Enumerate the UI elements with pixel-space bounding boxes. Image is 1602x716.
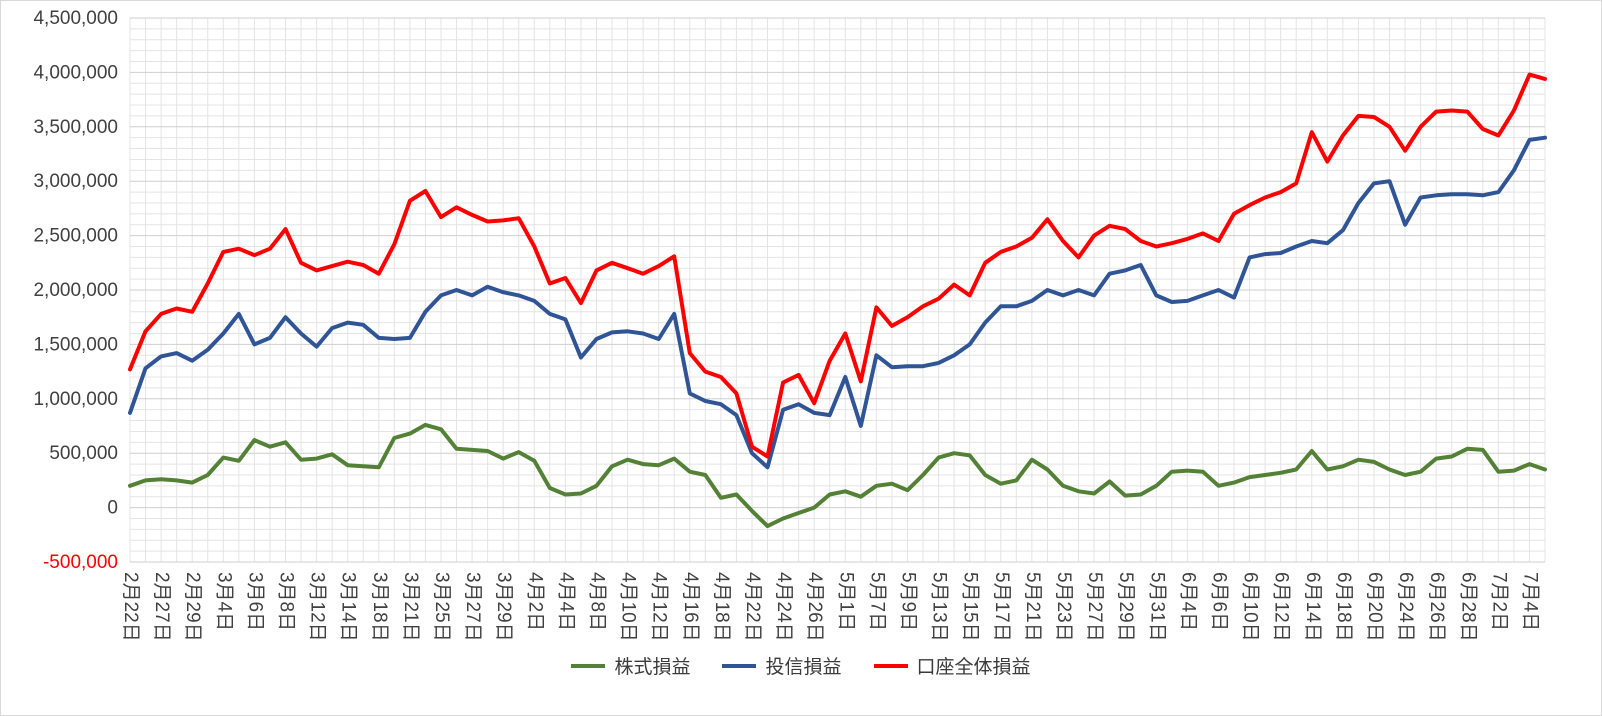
svg-text:6月14日: 6月14日 [1302,572,1323,642]
svg-text:3月12日: 3月12日 [307,572,328,642]
svg-text:3月27日: 3月27日 [462,572,483,642]
svg-text:4月8日: 4月8日 [586,572,607,631]
svg-text:3月29日: 3月29日 [493,572,514,642]
svg-text:5月7日: 5月7日 [866,572,887,631]
svg-text:5月17日: 5月17日 [991,572,1012,642]
svg-text:5月1日: 5月1日 [835,572,856,631]
svg-text:4,500,000: 4,500,000 [33,8,118,29]
svg-text:0: 0 [107,498,118,519]
x-axis-labels: 2月22日 2月27日 2月29日 3月4日 3月6日 3月8日 3月12日 3月14日 3月1… [120,572,1540,642]
svg-text:2月22日: 2月22日 [120,572,141,642]
svg-text:4月10日: 4月10日 [618,572,639,642]
svg-text:6月28日: 6月28日 [1457,572,1478,642]
svg-text:5月29日: 5月29日 [1115,572,1136,642]
series-line-0[interactable] [128,422,1547,529]
svg-text:5月13日: 5月13日 [929,572,950,642]
svg-text:3,000,000: 3,000,000 [33,171,118,192]
svg-text:4月4日: 4月4日 [555,572,576,631]
svg-text:2,500,000: 2,500,000 [33,226,118,247]
svg-text:6月20日: 6月20日 [1364,572,1385,642]
svg-text:4月24日: 4月24日 [773,572,794,642]
svg-text:4,000,000: 4,000,000 [33,62,118,83]
legend-item-account-total-pl[interactable]: 口座全体損益 [873,652,1031,679]
svg-text:2月27日: 2月27日 [151,572,172,642]
series-line-2[interactable] [128,72,1547,459]
svg-text:2,000,000: 2,000,000 [33,280,118,301]
legend-item-stock-pl[interactable]: 株式損益 [571,652,690,679]
svg-text:4月18日: 4月18日 [711,572,732,642]
legend-label-stock-pl: 株式損益 [614,657,691,678]
svg-text:4月16日: 4月16日 [680,572,701,642]
gridlines-major [130,17,1545,563]
svg-text:4月22日: 4月22日 [742,572,763,642]
svg-text:6月24日: 6月24日 [1395,572,1416,642]
legend-label-fund-pl: 投信損益 [765,657,842,678]
svg-text:1,000,000: 1,000,000 [33,389,118,410]
legend-line-swatch-red [873,663,908,668]
svg-text:4月26日: 4月26日 [804,572,825,642]
svg-text:5月27日: 5月27日 [1084,572,1105,642]
svg-text:5月31日: 5月31日 [1146,572,1167,642]
svg-text:5月15日: 5月15日 [960,572,981,642]
legend-line-swatch-blue [722,663,757,668]
svg-text:2月29日: 2月29日 [182,572,203,642]
svg-text:5月23日: 5月23日 [1053,572,1074,642]
svg-text:3月18日: 3月18日 [369,572,390,642]
y-axis-labels: -500,000 0 500,000 1,000,000 1,500,000 2,000,… [33,8,118,573]
svg-text:500,000: 500,000 [49,443,118,464]
legend-item-fund-pl[interactable]: 投信損益 [722,652,842,679]
svg-text:4月12日: 4月12日 [649,572,670,642]
svg-text:6月4日: 6月4日 [1177,572,1198,631]
svg-text:6月12日: 6月12日 [1271,572,1292,642]
svg-text:3月25日: 3月25日 [431,572,452,642]
svg-text:6月18日: 6月18日 [1333,572,1354,642]
legend-label-account-total-pl: 口座全体損益 [916,657,1031,678]
series-line-1[interactable] [128,135,1547,470]
svg-text:6月26日: 6月26日 [1426,572,1447,642]
svg-text:6月10日: 6月10日 [1240,572,1261,642]
svg-text:6月6日: 6月6日 [1208,572,1229,631]
svg-text:5月9日: 5月9日 [897,572,918,631]
svg-text:3月4日: 3月4日 [213,572,234,631]
svg-text:3月8日: 3月8日 [275,572,296,631]
svg-text:5月21日: 5月21日 [1022,572,1043,642]
svg-text:4月2日: 4月2日 [524,572,545,631]
chart-legend: 株式損益 投信損益 口座全体損益 [1,652,1601,679]
svg-text:3月14日: 3月14日 [338,572,359,642]
svg-text:1,500,000: 1,500,000 [33,334,118,355]
svg-text:3月21日: 3月21日 [400,572,421,642]
svg-text:7月2日: 7月2日 [1488,572,1509,631]
svg-text:3月6日: 3月6日 [244,572,265,631]
svg-text:3,500,000: 3,500,000 [33,117,118,138]
legend-line-swatch-green [571,663,606,668]
svg-text:-500,000: -500,000 [43,552,118,573]
svg-text:7月4日: 7月4日 [1519,572,1540,631]
